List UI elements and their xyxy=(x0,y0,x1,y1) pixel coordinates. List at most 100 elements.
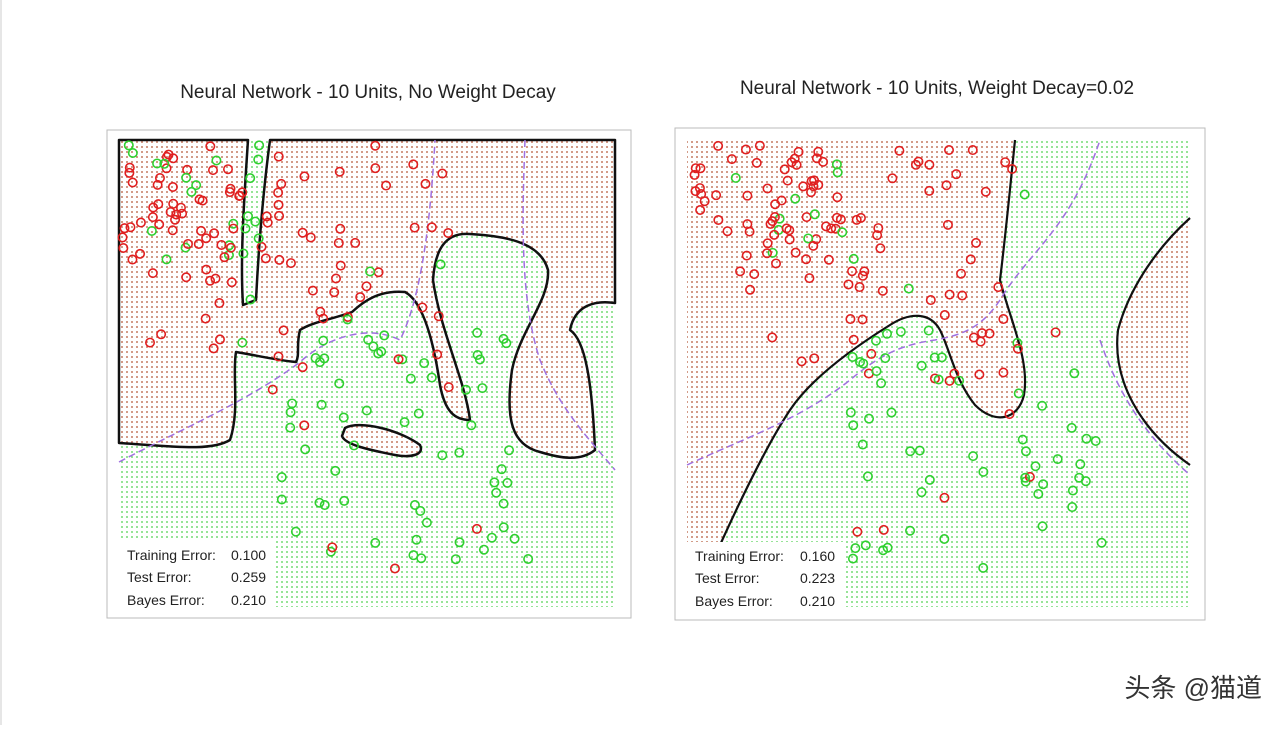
red-region xyxy=(117,138,617,459)
point xyxy=(409,500,420,511)
point xyxy=(413,408,424,419)
point xyxy=(784,225,795,236)
point xyxy=(338,412,349,423)
point xyxy=(152,179,163,190)
point xyxy=(765,218,776,229)
point xyxy=(216,239,227,250)
point xyxy=(201,233,212,244)
point xyxy=(399,417,410,428)
point xyxy=(443,227,454,238)
point xyxy=(967,145,978,156)
point xyxy=(993,282,1004,293)
point xyxy=(1037,400,1048,411)
point xyxy=(267,384,278,395)
point xyxy=(127,147,138,158)
point xyxy=(211,155,222,166)
point xyxy=(254,140,265,151)
point xyxy=(193,239,204,250)
point xyxy=(319,353,330,364)
point xyxy=(276,494,287,505)
point xyxy=(808,181,819,192)
point xyxy=(771,258,782,269)
point xyxy=(154,219,165,230)
point xyxy=(299,420,310,431)
point xyxy=(118,243,129,254)
point xyxy=(417,302,428,313)
point xyxy=(1020,446,1031,457)
point xyxy=(334,166,345,177)
point xyxy=(409,222,420,233)
point xyxy=(225,183,236,194)
point xyxy=(433,311,444,322)
point xyxy=(803,233,814,244)
decision-boundary xyxy=(718,139,1027,546)
point xyxy=(858,358,869,369)
point xyxy=(1037,521,1048,532)
point xyxy=(852,526,863,537)
point xyxy=(965,254,976,265)
point xyxy=(877,285,888,296)
point xyxy=(145,337,156,348)
bayes-boundary xyxy=(686,139,1101,466)
point xyxy=(944,145,955,156)
point xyxy=(276,178,287,189)
point xyxy=(847,351,858,362)
point xyxy=(713,214,724,225)
error-box xyxy=(119,540,276,607)
error-label: Bayes Error: xyxy=(127,592,205,608)
point xyxy=(871,366,882,377)
point xyxy=(335,260,346,271)
point xyxy=(370,537,381,548)
point xyxy=(695,204,706,215)
point xyxy=(848,334,859,345)
point xyxy=(933,374,944,385)
point xyxy=(968,451,979,462)
point xyxy=(809,209,820,220)
point xyxy=(914,445,925,456)
point xyxy=(314,497,325,508)
point xyxy=(762,183,773,194)
point xyxy=(769,211,780,222)
point xyxy=(472,349,483,360)
point xyxy=(978,466,989,477)
decision-boundary xyxy=(1116,217,1191,466)
point xyxy=(201,264,212,275)
point xyxy=(318,335,329,346)
point xyxy=(924,159,935,170)
point xyxy=(980,186,991,197)
point xyxy=(285,258,296,269)
point xyxy=(260,253,271,264)
point xyxy=(124,167,135,178)
training-points xyxy=(117,140,534,574)
point xyxy=(862,471,873,482)
bayes-boundary xyxy=(118,139,436,463)
point xyxy=(389,563,400,574)
point xyxy=(847,266,858,277)
point xyxy=(689,169,700,180)
bayes-boundary xyxy=(522,139,616,471)
point xyxy=(924,185,935,196)
point xyxy=(273,351,284,362)
point xyxy=(234,191,245,202)
point xyxy=(954,375,965,386)
point xyxy=(905,446,916,457)
point xyxy=(205,141,216,152)
point xyxy=(154,172,165,183)
point xyxy=(1033,488,1044,499)
point xyxy=(1067,502,1078,513)
point xyxy=(181,272,192,283)
point xyxy=(1020,472,1031,483)
point xyxy=(875,243,886,254)
point xyxy=(811,153,822,164)
point xyxy=(882,542,893,553)
point xyxy=(135,217,146,228)
point xyxy=(127,177,138,188)
point xyxy=(243,211,254,222)
point xyxy=(711,190,722,201)
point xyxy=(349,440,360,451)
point xyxy=(123,140,134,151)
point xyxy=(290,526,301,537)
point xyxy=(949,368,960,379)
point xyxy=(182,238,193,249)
point xyxy=(924,474,935,485)
